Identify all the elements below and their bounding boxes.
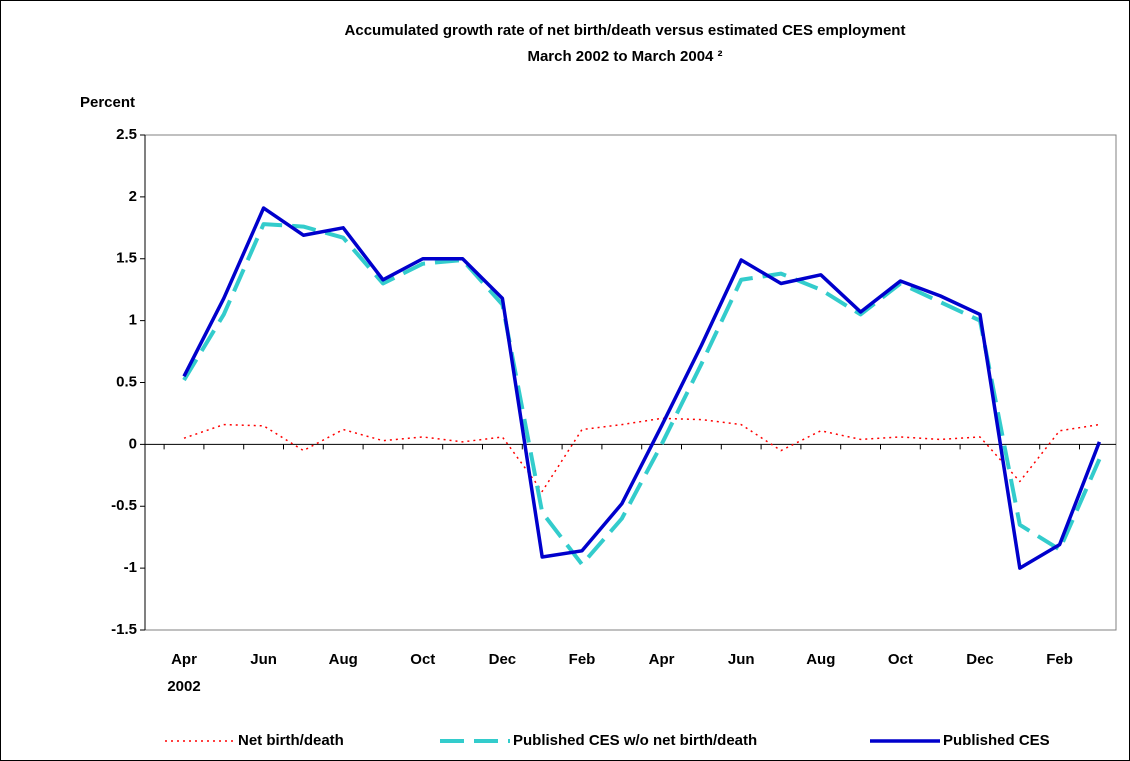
chart-subtitle: March 2002 to March 2004 ² — [527, 48, 722, 65]
x-year-label: 2002 — [167, 678, 200, 695]
y-tick-label: 2.5 — [116, 126, 137, 143]
legend-label: Published CES w/o net birth/death — [513, 732, 757, 749]
x-tick-label: Jun — [250, 651, 277, 668]
x-tick-label: Aug — [329, 651, 358, 668]
y-tick-label: -1.5 — [111, 621, 137, 638]
series-line — [182, 222, 1102, 567]
x-tick-label: Dec — [489, 651, 517, 668]
x-tick-label: Oct — [410, 651, 435, 668]
x-tick-label: Dec — [966, 651, 994, 668]
series-line — [182, 206, 1102, 570]
x-tick-label: Jun — [728, 651, 755, 668]
x-tick-label: Apr — [171, 651, 197, 668]
legend-label: Net birth/death — [238, 732, 344, 749]
y-tick-label: 0.5 — [116, 373, 137, 390]
y-tick-label: -0.5 — [111, 497, 137, 514]
x-tick-label: Apr — [649, 651, 675, 668]
chart-title: Accumulated growth rate of net birth/dea… — [345, 22, 906, 39]
y-tick-label: 1 — [129, 312, 137, 329]
y-tick-label: 0 — [129, 435, 137, 452]
y-axis-label: Percent — [80, 94, 135, 111]
y-tick-label: -1 — [124, 559, 137, 576]
y-tick-label: 1.5 — [116, 250, 137, 267]
x-tick-label: Feb — [569, 651, 596, 668]
x-tick-label: Aug — [806, 651, 835, 668]
legend-label: Published CES — [943, 732, 1050, 749]
x-tick-label: Oct — [888, 651, 913, 668]
x-tick-label: Feb — [1046, 651, 1073, 668]
y-tick-label: 2 — [129, 188, 137, 205]
